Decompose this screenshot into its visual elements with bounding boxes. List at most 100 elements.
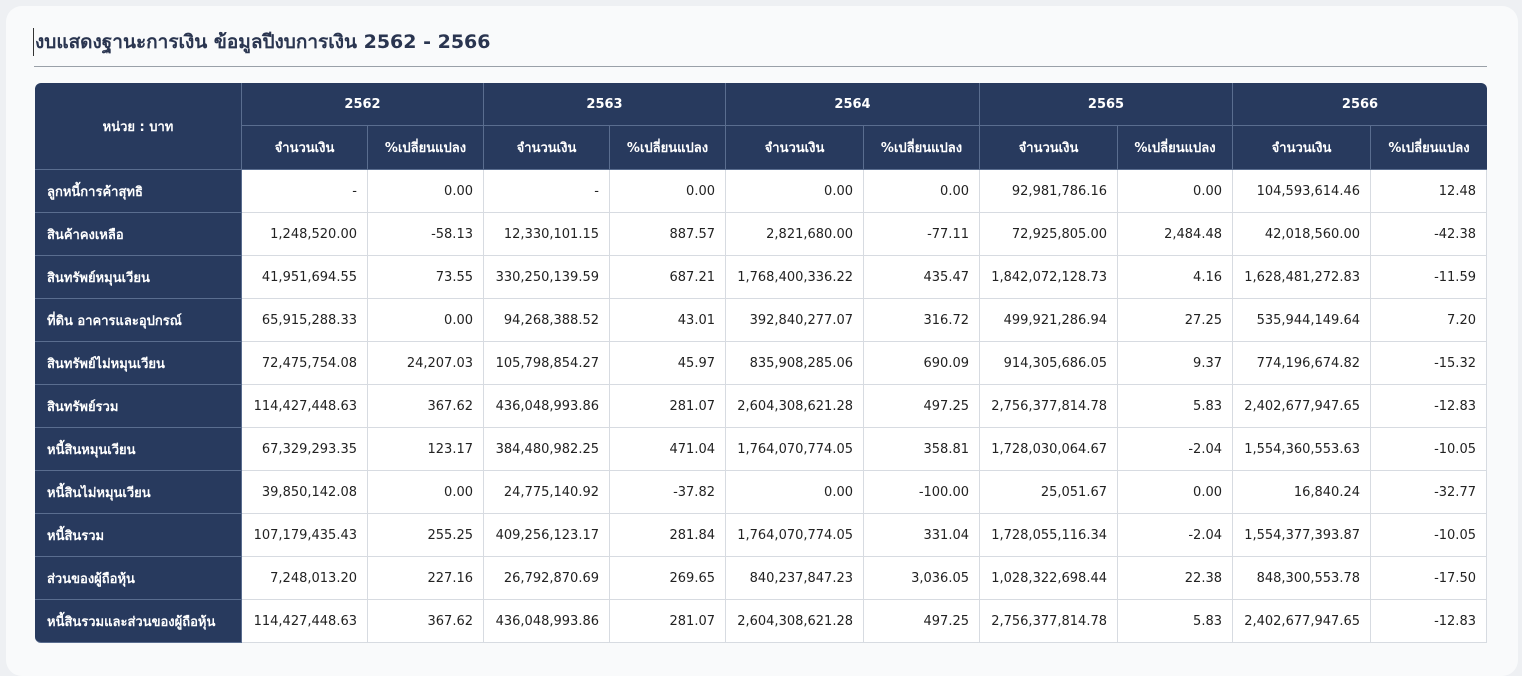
page-title: งบแสดงฐานะการเงิน ข้อมูลปีงบการเงิน 2562… — [33, 28, 491, 56]
year-header-2562: 2562 — [242, 83, 484, 126]
table-row: สินทรัพย์หมุนเวียน 41,951,694.55 73.55 330,… — [35, 256, 1487, 299]
amount-cell: 24,775,140.92 — [484, 471, 610, 514]
row-label: สินทรัพย์หมุนเวียน — [35, 256, 242, 299]
amount-cell: 0.00 — [726, 170, 864, 213]
amount-cell: 914,305,686.05 — [980, 342, 1118, 385]
change-percent-header: %เปลี่ยนแปลง — [1118, 126, 1233, 170]
financial-table-container: หน่วย : บาท 2562 2563 2564 2565 2566 จำน… — [35, 83, 1487, 643]
change-percent-cell: 281.07 — [610, 600, 726, 643]
change-percent-cell: -15.32 — [1371, 342, 1487, 385]
amount-cell: 92,981,786.16 — [980, 170, 1118, 213]
change-percent-cell: 367.62 — [368, 600, 484, 643]
change-percent-cell: 367.62 — [368, 385, 484, 428]
table-row: ลูกหนี้การค้าสุทธิ -0.00-0.00 0.00 0.00 92,9… — [35, 170, 1487, 213]
row-label: หนี้สินรวม — [35, 514, 242, 557]
change-percent-cell: -58.13 — [368, 213, 484, 256]
change-percent-cell: 5.83 — [1118, 385, 1233, 428]
amount-cell: 1,028,322,698.44 — [980, 557, 1118, 600]
year-header-2563: 2563 — [484, 83, 726, 126]
change-percent-cell: 255.25 — [368, 514, 484, 557]
change-percent-cell: -2.04 — [1118, 514, 1233, 557]
amount-cell: 42,018,560.00 — [1233, 213, 1371, 256]
amount-cell: 25,051.67 — [980, 471, 1118, 514]
change-percent-cell: 0.00 — [1118, 471, 1233, 514]
change-percent-cell: -10.05 — [1371, 428, 1487, 471]
row-label: หนี้สินรวมและส่วนของผู้ถือหุ้น — [35, 600, 242, 643]
change-percent-cell: 281.84 — [610, 514, 726, 557]
change-percent-header: %เปลี่ยนแปลง — [368, 126, 484, 170]
change-percent-header: %เปลี่ยนแปลง — [1371, 126, 1487, 170]
amount-cell: 499,921,286.94 — [980, 299, 1118, 342]
amount-cell: 1,628,481,272.83 — [1233, 256, 1371, 299]
change-percent-cell: 316.72 — [864, 299, 980, 342]
change-percent-cell: 0.00 — [368, 299, 484, 342]
change-percent-cell: 0.00 — [368, 471, 484, 514]
amount-cell: 1,554,360,553.63 — [1233, 428, 1371, 471]
change-percent-cell: -37.82 — [610, 471, 726, 514]
change-percent-cell: 0.00 — [610, 170, 726, 213]
amount-cell: 840,237,847.23 — [726, 557, 864, 600]
change-percent-cell: 24,207.03 — [368, 342, 484, 385]
amount-cell: 2,402,677,947.65 — [1233, 385, 1371, 428]
row-label: หนี้สินไม่หมุนเวียน — [35, 471, 242, 514]
change-percent-cell: 123.17 — [368, 428, 484, 471]
amount-cell: 105,798,854.27 — [484, 342, 610, 385]
change-percent-cell: 2,484.48 — [1118, 213, 1233, 256]
amount-cell: 0.00 — [726, 471, 864, 514]
change-percent-cell: 43.01 — [610, 299, 726, 342]
change-percent-cell: 887.57 — [610, 213, 726, 256]
change-percent-cell: 331.04 — [864, 514, 980, 557]
amount-cell: 94,268,388.52 — [484, 299, 610, 342]
change-percent-cell: 358.81 — [864, 428, 980, 471]
amount-cell: 114,427,448.63 — [242, 600, 368, 643]
amount-cell: 774,196,674.82 — [1233, 342, 1371, 385]
amount-cell: 848,300,553.78 — [1233, 557, 1371, 600]
sub-header-row: จำนวนเงิน %เปลี่ยนแปลง จำนวนเงิน %เปลี่ย… — [35, 126, 1487, 170]
amount-cell: - — [484, 170, 610, 213]
table-row: หนี้สินรวม 107,179,435.43 255.25 409,256,12… — [35, 514, 1487, 557]
change-percent-cell: -11.59 — [1371, 256, 1487, 299]
amount-cell: 436,048,993.86 — [484, 600, 610, 643]
amount-cell: 1,728,055,116.34 — [980, 514, 1118, 557]
change-percent-cell: -77.11 — [864, 213, 980, 256]
amount-cell: 1,554,377,393.87 — [1233, 514, 1371, 557]
change-percent-cell: 497.25 — [864, 385, 980, 428]
change-percent-header: %เปลี่ยนแปลง — [864, 126, 980, 170]
row-label: ที่ดิน อาคารและอุปกรณ์ — [35, 299, 242, 342]
table-row: สินค้าคงเหลือ 1,248,520.00 -58.13 12,330,10… — [35, 213, 1487, 256]
amount-header: จำนวนเงิน — [242, 126, 368, 170]
change-percent-cell: 9.37 — [1118, 342, 1233, 385]
change-percent-cell: -32.77 — [1371, 471, 1487, 514]
row-label: หนี้สินหมุนเวียน — [35, 428, 242, 471]
amount-cell: 7,248,013.20 — [242, 557, 368, 600]
change-percent-cell: 27.25 — [1118, 299, 1233, 342]
change-percent-cell: -100.00 — [864, 471, 980, 514]
row-label: สินค้าคงเหลือ — [35, 213, 242, 256]
amount-cell: 2,756,377,814.78 — [980, 600, 1118, 643]
change-percent-cell: 435.47 — [864, 256, 980, 299]
amount-cell: 12,330,101.15 — [484, 213, 610, 256]
amount-cell: 835,908,285.06 — [726, 342, 864, 385]
change-percent-cell: 690.09 — [864, 342, 980, 385]
year-header-2565: 2565 — [980, 83, 1233, 126]
amount-header: จำนวนเงิน — [1233, 126, 1371, 170]
change-percent-cell: 497.25 — [864, 600, 980, 643]
amount-cell: 1,768,400,336.22 — [726, 256, 864, 299]
year-header-2564: 2564 — [726, 83, 980, 126]
change-percent-cell: 281.07 — [610, 385, 726, 428]
amount-cell: 2,756,377,814.78 — [980, 385, 1118, 428]
change-percent-cell: 22.38 — [1118, 557, 1233, 600]
change-percent-cell: -10.05 — [1371, 514, 1487, 557]
change-percent-cell: 0.00 — [1118, 170, 1233, 213]
amount-cell: 535,944,149.64 — [1233, 299, 1371, 342]
change-percent-cell: -42.38 — [1371, 213, 1487, 256]
table-row: ส่วนของผู้ถือหุ้น 7,248,013.20 227.16 26,79… — [35, 557, 1487, 600]
change-percent-cell: 0.00 — [368, 170, 484, 213]
amount-cell: 39,850,142.08 — [242, 471, 368, 514]
amount-cell: 2,604,308,621.28 — [726, 385, 864, 428]
change-percent-cell: 45.97 — [610, 342, 726, 385]
change-percent-cell: -12.83 — [1371, 385, 1487, 428]
amount-cell: - — [242, 170, 368, 213]
amount-cell: 1,842,072,128.73 — [980, 256, 1118, 299]
amount-cell: 1,764,070,774.05 — [726, 428, 864, 471]
